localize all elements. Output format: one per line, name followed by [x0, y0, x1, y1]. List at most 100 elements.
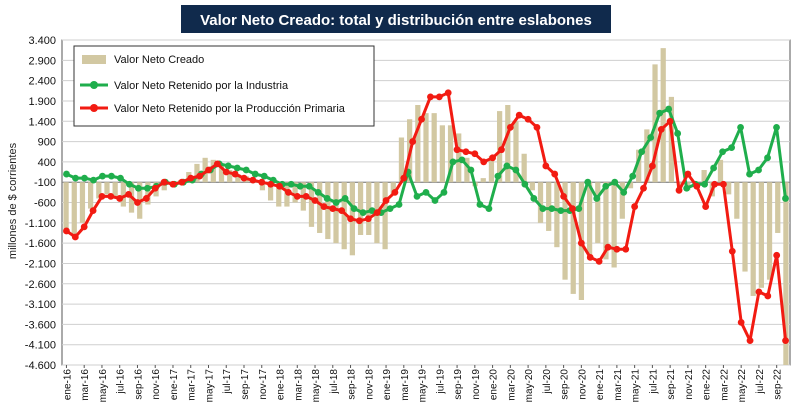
point-primaria [169, 180, 177, 188]
point-industria [81, 174, 88, 182]
bar-valor-neto-creado [341, 182, 347, 250]
point-industria [332, 199, 340, 206]
point-industria [629, 172, 637, 180]
point-industria [773, 123, 780, 131]
bar-valor-neto-creado [529, 182, 535, 191]
bar-valor-neto-creado [317, 182, 323, 233]
point-primaria [542, 162, 550, 170]
point-primaria [231, 170, 239, 178]
x-tick-label: jul-16 [116, 369, 127, 395]
y-tick-label: -600 [34, 198, 56, 210]
bar-valor-neto-creado [775, 182, 781, 233]
point-primaria [276, 182, 283, 190]
point-industria [512, 166, 520, 174]
point-industria [557, 207, 565, 215]
point-industria [134, 184, 142, 192]
point-primaria [782, 337, 789, 345]
point-primaria [533, 123, 541, 131]
bar-valor-neto-creado [415, 105, 421, 183]
point-primaria [63, 227, 70, 235]
bar-valor-neto-creado [619, 182, 625, 219]
point-primaria [356, 217, 363, 225]
bar-valor-neto-creado [627, 182, 634, 189]
bar-valor-neto-creado [292, 182, 298, 203]
point-industria [494, 172, 502, 180]
bar-valor-neto-creado [71, 182, 77, 238]
bar-valor-neto-creado [546, 182, 552, 231]
x-tick-label: ene-22 [702, 369, 713, 401]
point-primaria [418, 115, 425, 123]
x-tick-label: sep-21 [666, 369, 677, 400]
point-primaria [134, 199, 141, 206]
point-industria [359, 209, 367, 217]
x-tick-label: may-21 [631, 369, 642, 403]
x-tick-label: jul-21 [648, 369, 659, 395]
point-industria [548, 205, 556, 212]
x-tick-label: mar-22 [719, 369, 730, 401]
title-banner [181, 5, 611, 33]
bar-valor-neto-creado [570, 182, 576, 294]
point-primaria [329, 205, 337, 212]
bar-valor-neto-creado [325, 182, 331, 240]
point-primaria [311, 197, 319, 204]
point-primaria [746, 337, 754, 345]
point-primaria [435, 93, 443, 101]
bar-valor-neto-creado [726, 182, 732, 195]
x-tick-label: sep-18 [347, 369, 358, 400]
point-primaria [498, 146, 505, 154]
point-primaria [400, 174, 408, 182]
bar-valor-neto-creado [161, 182, 167, 191]
point-primaria [702, 203, 710, 210]
point-industria [710, 164, 718, 172]
point-industria [674, 130, 682, 137]
point-primaria [267, 180, 275, 188]
point-industria [611, 178, 619, 186]
legend-swatch-industria-marker [90, 81, 98, 89]
bar-valor-neto-creado [276, 182, 282, 207]
x-tick-label: jul-18 [329, 369, 340, 395]
point-industria [368, 207, 376, 215]
bar-valor-neto-creado [521, 153, 527, 183]
y-tick-label: 1.900 [28, 96, 56, 108]
point-primaria [569, 205, 576, 212]
point-industria [323, 195, 331, 202]
x-tick-label: nov-21 [684, 369, 695, 400]
point-primaria [151, 184, 159, 192]
point-industria [72, 174, 79, 182]
bar-valor-neto-creado [259, 182, 266, 191]
point-primaria [631, 203, 639, 210]
point-primaria [258, 178, 266, 186]
y-tick-label: -4.600 [25, 360, 56, 372]
point-primaria [125, 190, 132, 198]
y-tick-label: 2.900 [28, 55, 56, 67]
x-tick-label: nov-20 [577, 369, 588, 400]
bar-valor-neto-creado [603, 182, 609, 260]
x-tick-label: mar-18 [293, 369, 304, 401]
bar-valor-neto-creado [357, 182, 364, 235]
x-tick-layer: ene-16 mar-16 may-16 jul-16 sep-16 nov-16 ene-… [62, 365, 784, 403]
point-industria [63, 170, 70, 178]
bar-valor-neto-creado [423, 113, 429, 183]
x-tick-label: mar-16 [80, 369, 91, 401]
point-industria [593, 195, 601, 202]
point-primaria [249, 176, 257, 184]
point-primaria [773, 251, 781, 259]
point-industria [431, 197, 439, 204]
point-industria [503, 162, 511, 170]
point-industria [764, 154, 771, 162]
point-primaria [338, 207, 346, 215]
bar-valor-neto-creado [734, 182, 740, 219]
x-tick-label: may-19 [418, 369, 429, 403]
point-industria [485, 205, 493, 212]
point-primaria [89, 207, 97, 215]
x-tick-label: ene-19 [382, 369, 393, 401]
point-primaria [595, 258, 603, 265]
point-primaria [720, 180, 727, 188]
point-primaria [577, 239, 585, 247]
point-industria [584, 178, 592, 186]
point-industria [683, 184, 691, 192]
bar-valor-neto-creado [636, 149, 642, 183]
point-primaria [284, 188, 292, 196]
point-industria [719, 148, 726, 156]
x-tick-label: ene-16 [62, 369, 73, 401]
